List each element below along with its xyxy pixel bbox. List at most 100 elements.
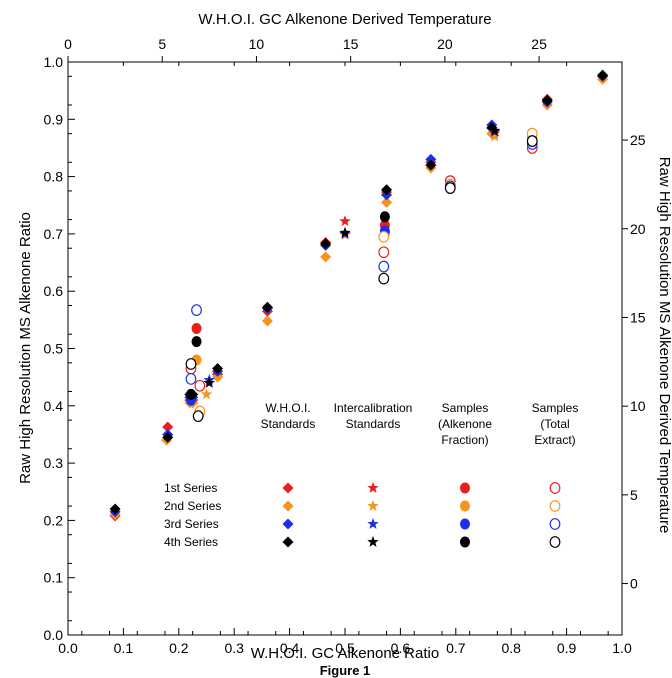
data-point-circle-open bbox=[378, 272, 390, 285]
data-point-circle-filled bbox=[185, 388, 196, 400]
data-point-circle-filled bbox=[191, 336, 202, 348]
y2-tick-label: 5 bbox=[630, 487, 638, 503]
legend-column-header: Standards bbox=[346, 417, 401, 431]
y2-tick-label: 20 bbox=[630, 221, 646, 237]
axis-tick-labels: 0.0 0.1 0.2 0.3 0.4 0.5 0.6 0.7 0.8 0.9 1.0 0.0 0.1 0… bbox=[44, 36, 646, 656]
legend-column-header: Samples bbox=[442, 401, 489, 415]
legend-marker-diamond bbox=[282, 536, 294, 548]
y-tick-label: 0.9 bbox=[44, 111, 64, 127]
data-point-diamond bbox=[425, 159, 437, 171]
x-tick-label: 0.6 bbox=[391, 640, 411, 656]
x-tick-label: 0.3 bbox=[224, 640, 244, 656]
legend-marker-circle-filled bbox=[460, 482, 470, 494]
data-point-star bbox=[488, 130, 501, 142]
legend-marker-diamond bbox=[282, 500, 294, 512]
data-point-circle-filled bbox=[379, 211, 390, 223]
legend-marker-star bbox=[367, 536, 379, 547]
data-point-circle-open bbox=[185, 372, 197, 385]
data-point-diamond bbox=[381, 196, 393, 208]
y-tick-label: 0.7 bbox=[44, 226, 64, 242]
x-tick-label: 0.2 bbox=[169, 640, 189, 656]
legend-marker-circle-filled bbox=[460, 536, 470, 548]
y-tick-label: 0.3 bbox=[44, 455, 64, 471]
x-tick-label: 0.8 bbox=[501, 640, 521, 656]
legend-marker-star bbox=[367, 482, 379, 493]
x2-tick-label: 10 bbox=[249, 36, 265, 52]
legend-column-header: Standards bbox=[261, 417, 316, 431]
legend-row-label: 4th Series bbox=[164, 535, 218, 549]
y-tick-label: 0.1 bbox=[44, 570, 64, 586]
legend-row-label: 3rd Series bbox=[164, 517, 219, 531]
data-point-diamond bbox=[212, 371, 224, 383]
data-point-diamond bbox=[541, 94, 553, 106]
legend-row-label: 2nd Series bbox=[164, 499, 221, 513]
data-points bbox=[109, 69, 609, 522]
y-tick-label: 0.6 bbox=[44, 283, 64, 299]
data-point-circle-open bbox=[526, 135, 538, 147]
data-point-star bbox=[200, 388, 213, 400]
legend-column-header: (Alkenone bbox=[438, 417, 492, 431]
y-tick-label: 0.8 bbox=[44, 169, 64, 185]
legend-marker-circle-open bbox=[549, 482, 561, 494]
data-point-circle-filled bbox=[191, 322, 202, 334]
x-tick-label: 0.9 bbox=[557, 640, 577, 656]
x2-tick-label: 0 bbox=[64, 36, 72, 52]
legend-column-header: Samples bbox=[532, 401, 579, 415]
legend-marker-star bbox=[367, 518, 379, 529]
data-point-circle-open bbox=[192, 410, 204, 423]
y-axis-title: Raw High Resolution MS Alkenone Ratio bbox=[17, 212, 34, 484]
legend-marker-diamond bbox=[282, 518, 294, 530]
data-point-diamond bbox=[320, 238, 332, 250]
y2-tick-label: 25 bbox=[630, 132, 646, 148]
x2-tick-label: 20 bbox=[437, 36, 453, 52]
data-point-diamond bbox=[381, 184, 393, 196]
data-point-star bbox=[339, 226, 351, 238]
x-tick-label: 0.7 bbox=[446, 640, 466, 656]
data-point-circle-open bbox=[194, 379, 206, 392]
data-point-circle-open bbox=[185, 358, 197, 370]
data-point-diamond bbox=[109, 503, 121, 515]
data-point-diamond bbox=[597, 69, 609, 81]
x-axis-title: W.H.O.I. GC Alkenone Ratio bbox=[251, 645, 439, 662]
axis-ticks bbox=[67, 56, 628, 636]
data-point-diamond bbox=[261, 301, 273, 313]
y-tick-label: 0.4 bbox=[44, 398, 64, 414]
data-point-diamond bbox=[425, 153, 437, 165]
y2-axis-title: Raw High Resolution MS Alkenone Derived … bbox=[656, 157, 672, 534]
legend-marker-circle-open bbox=[549, 518, 561, 530]
x-tick-label: 0.5 bbox=[335, 640, 355, 656]
data-point-diamond bbox=[261, 315, 273, 327]
x2-tick-label: 25 bbox=[531, 36, 547, 52]
data-point-diamond bbox=[320, 251, 332, 263]
data-point-circle-open bbox=[191, 304, 202, 317]
data-point-circle-open bbox=[378, 260, 390, 273]
y-tick-label: 0.2 bbox=[44, 512, 64, 528]
data-point-diamond bbox=[162, 431, 174, 443]
y-tick-label: 0.0 bbox=[44, 627, 64, 643]
legend-marker-circle-open bbox=[549, 500, 561, 512]
legend-marker-circle-filled bbox=[460, 500, 470, 512]
data-point-diamond bbox=[162, 421, 174, 433]
legend-column-header: Fraction) bbox=[441, 433, 488, 447]
plot-frame bbox=[67, 61, 623, 636]
x-tick-label: 0.1 bbox=[114, 640, 134, 656]
legend-row-label: 1st Series bbox=[164, 481, 217, 495]
legend: W.H.O.I. Standards Intercalibration Standar… bbox=[164, 401, 578, 549]
y2-tick-label: 10 bbox=[630, 398, 646, 414]
legend-column-header: Intercalibration bbox=[334, 401, 413, 415]
x2-tick-label: 5 bbox=[158, 36, 166, 52]
y-tick-label: 1.0 bbox=[44, 54, 64, 70]
legend-column-header: W.H.O.I. bbox=[265, 401, 310, 415]
x-tick-label: 1.0 bbox=[612, 640, 632, 656]
x-tick-label: 0.4 bbox=[280, 640, 300, 656]
data-point-circle-open bbox=[378, 246, 390, 259]
data-point-star bbox=[339, 215, 351, 227]
legend-column-header: Extract) bbox=[534, 433, 575, 447]
data-point-star bbox=[488, 124, 501, 136]
y2-tick-label: 15 bbox=[630, 309, 646, 325]
y-tick-label: 0.5 bbox=[44, 341, 64, 357]
legend-marker-circle-filled bbox=[460, 518, 470, 530]
data-point-diamond bbox=[212, 363, 224, 375]
figure-caption: Figure 1 bbox=[320, 663, 371, 678]
data-point-circle-open bbox=[444, 182, 456, 194]
